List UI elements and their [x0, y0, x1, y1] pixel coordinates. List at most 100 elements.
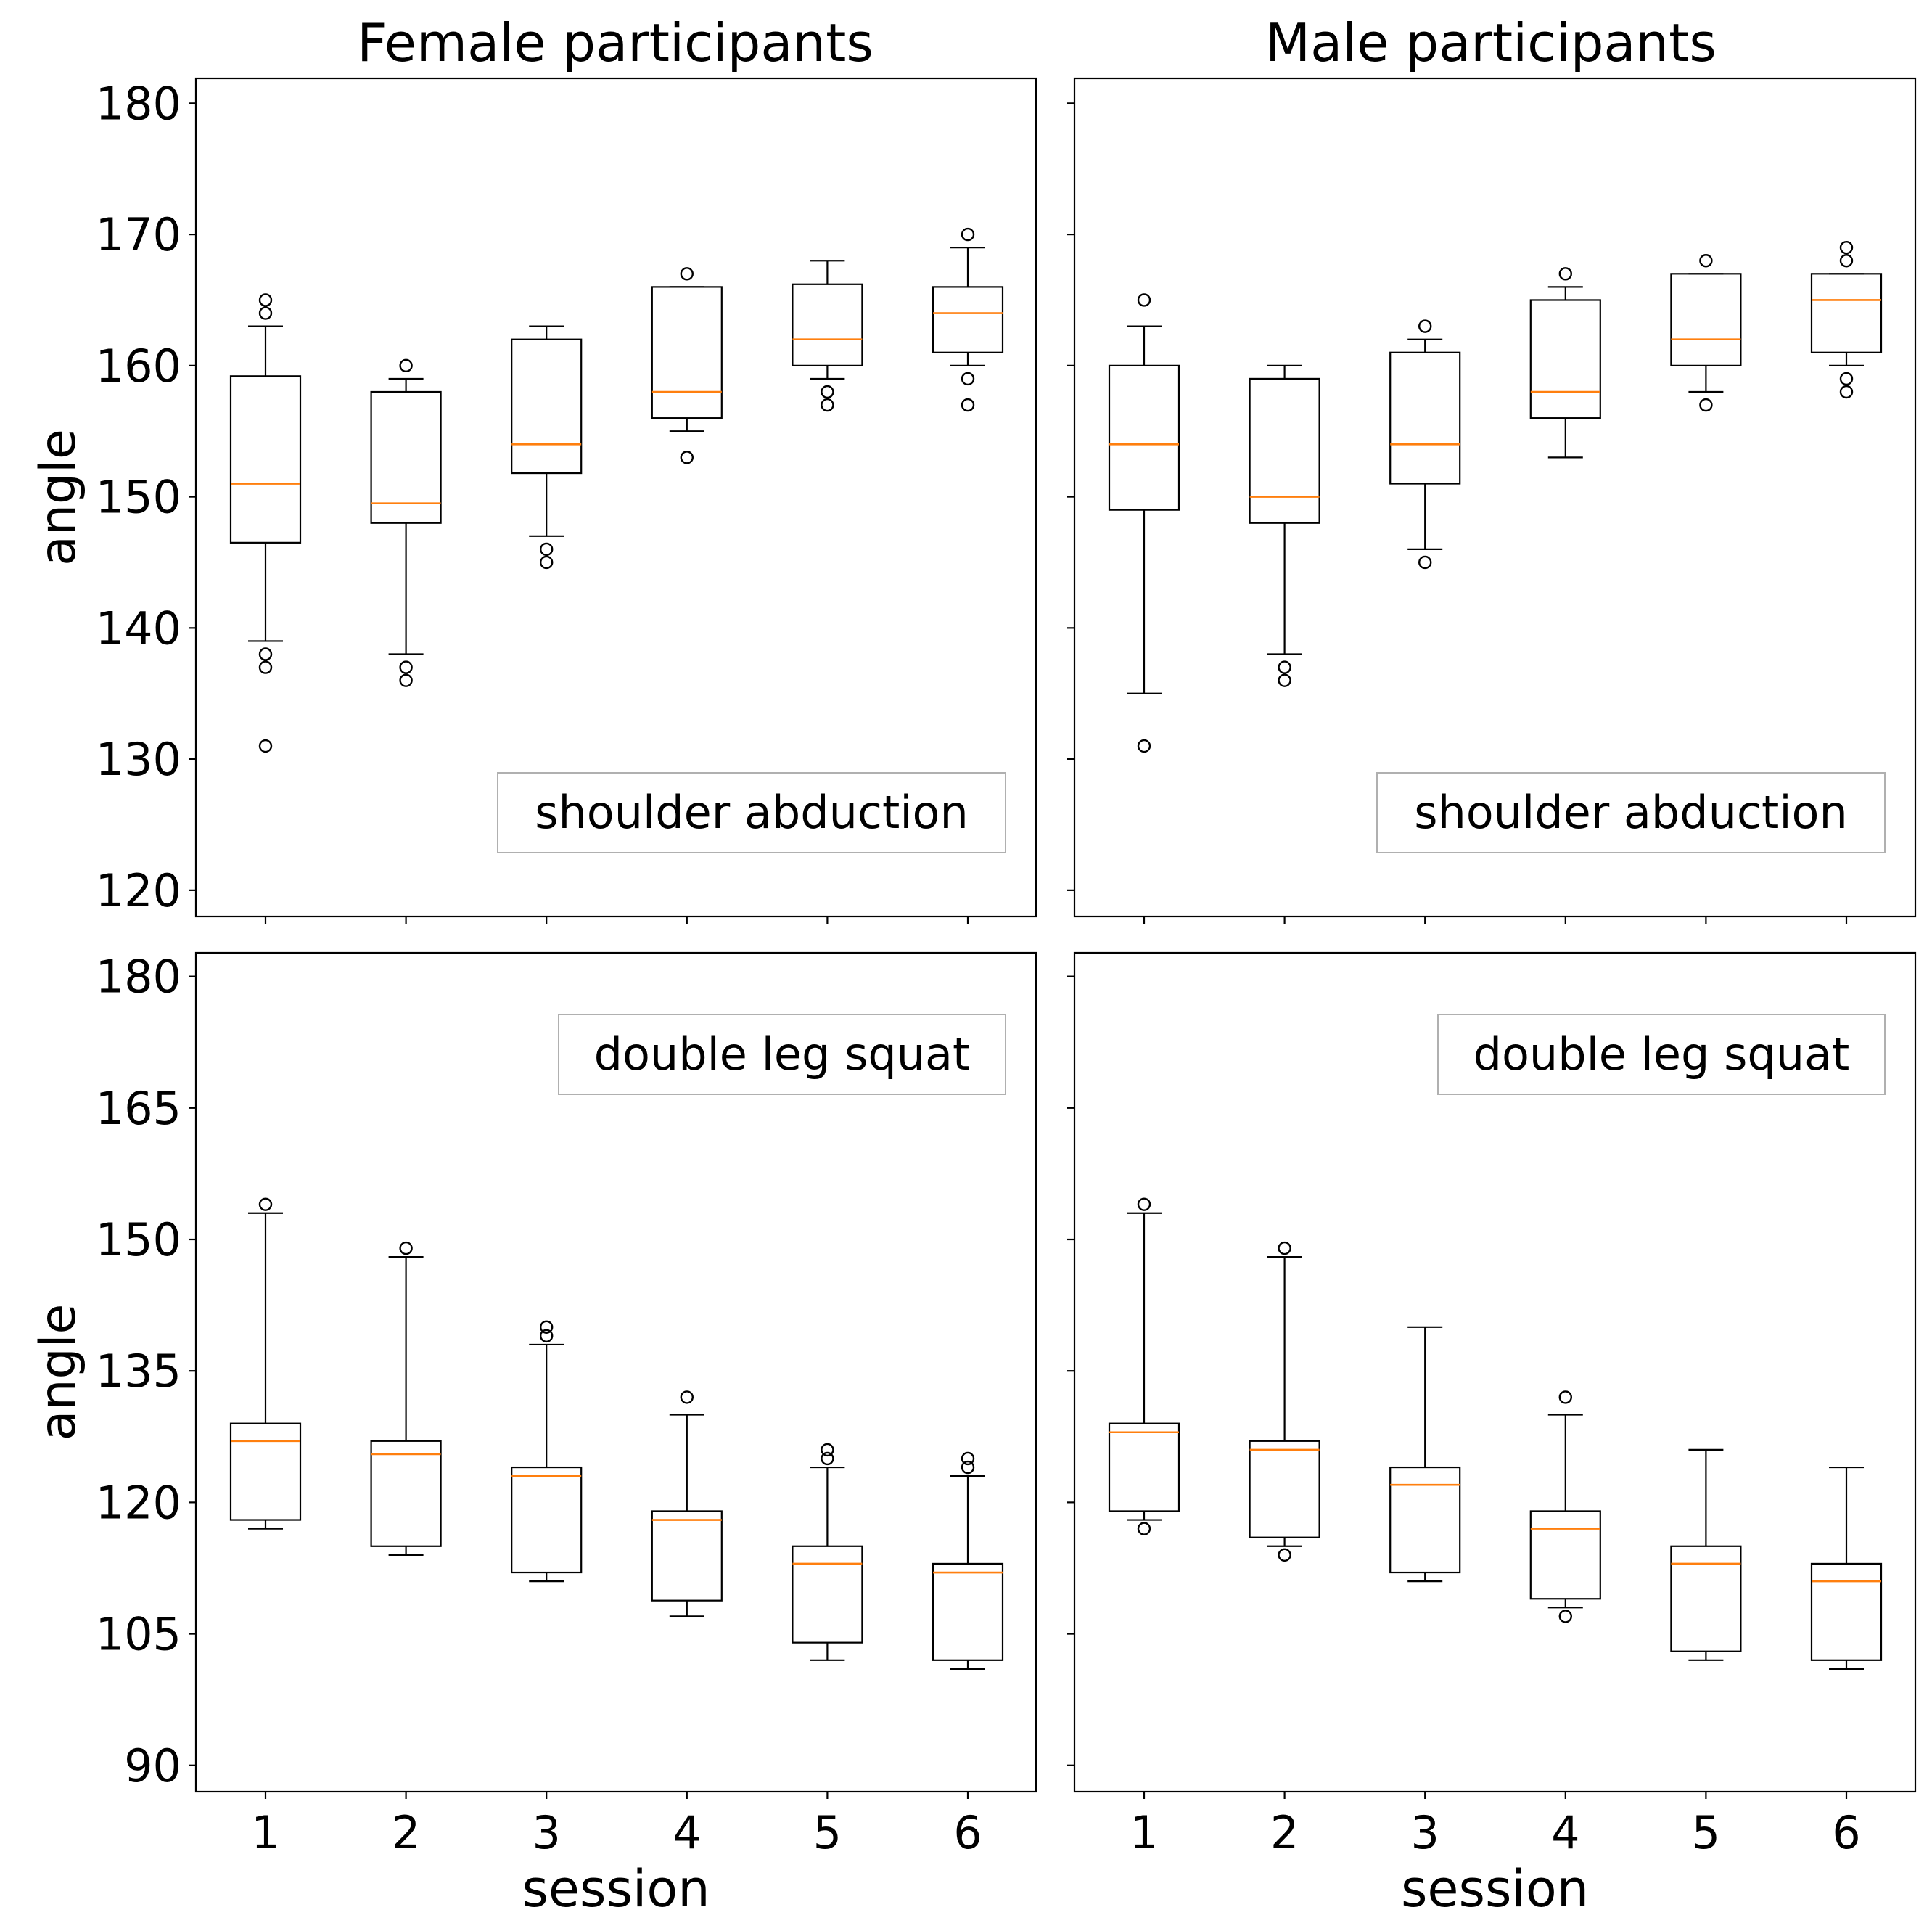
x-tick-label: 5 [813, 1806, 842, 1859]
outlier-point [821, 385, 834, 399]
y-tick-label: 105 [96, 1608, 181, 1661]
outlier-point [399, 673, 413, 687]
outlier-point [1278, 673, 1291, 687]
iqr-box [1108, 1422, 1180, 1512]
y-axis-label: angle [30, 429, 87, 566]
annotation-text: shoulder abduction [535, 786, 969, 839]
outlier-point [1137, 739, 1151, 753]
x-tick-label: 4 [673, 1806, 701, 1859]
outlier-point [1418, 319, 1432, 333]
annotation-box [497, 772, 1006, 853]
y-tick-label: 120 [96, 864, 181, 917]
outlier-point [1137, 1522, 1151, 1535]
subplot-shoulder-abduction-female: 120 130 140 150 160 170 180 angle shoulder abduc… [30, 77, 1037, 924]
annotation-text: double leg squat [1473, 1028, 1850, 1081]
x-tick-label: 4 [1551, 1806, 1579, 1859]
subplot-shoulder-abduction-male: shoulder abduction [1067, 77, 1917, 924]
iqr-box [1389, 1466, 1461, 1574]
y-tick-label: 135 [96, 1345, 181, 1398]
box-session-6 [932, 1451, 1004, 1670]
x-tick-label: 2 [1270, 1806, 1299, 1859]
box-session-3 [511, 325, 583, 570]
outlier-point [961, 1451, 975, 1466]
outlier-point [258, 293, 273, 307]
outlier-point [1418, 555, 1432, 570]
outlier-point [1558, 1390, 1573, 1404]
annotation-text: double leg squat [594, 1028, 971, 1081]
outlier-point [961, 398, 975, 412]
outlier-point [821, 1443, 834, 1457]
y-tick-label: 170 [96, 208, 181, 261]
box-session-2 [370, 358, 442, 687]
y-tick-label: 160 [96, 340, 181, 393]
y-axis-label: angle [30, 1304, 87, 1441]
iqr-box [1529, 299, 1601, 419]
x-tick-label: 3 [532, 1806, 560, 1859]
box-session-1 [229, 1197, 302, 1530]
outlier-point [540, 542, 554, 557]
outlier-point [1278, 1548, 1291, 1562]
outlier-point [1839, 385, 1854, 399]
box-session-6 [1810, 240, 1883, 399]
iqr-box [370, 1440, 442, 1547]
box-session-5 [1670, 1448, 1742, 1661]
box-session-4 [651, 267, 723, 464]
outlier-point [1278, 1241, 1291, 1255]
iqr-box [932, 286, 1004, 353]
outlier-point [540, 1320, 554, 1334]
box-session-1 [229, 293, 302, 753]
outlier-point [1558, 1610, 1573, 1623]
column-title-female: Female participants [357, 12, 873, 73]
box-session-6 [932, 227, 1004, 412]
iqr-box [370, 390, 442, 524]
outlier-point [1137, 1197, 1151, 1211]
iqr-box [511, 338, 583, 475]
outlier-point [1839, 254, 1854, 268]
iqr-box [1810, 1562, 1883, 1661]
iqr-box [1249, 377, 1320, 524]
outlier-point [961, 227, 975, 242]
outlier-point [821, 1451, 834, 1466]
x-tick-label: 1 [1130, 1806, 1158, 1859]
annotation-box [1437, 1014, 1886, 1095]
iqr-box [932, 1562, 1004, 1661]
outlier-point [1278, 660, 1291, 674]
column-title-male: Male participants [1265, 12, 1717, 73]
iqr-box [511, 1466, 583, 1574]
iqr-box [229, 375, 302, 544]
outlier-point [1699, 254, 1713, 268]
y-tick-label: 120 [96, 1476, 181, 1529]
x-axis-label: session [1401, 1859, 1589, 1919]
y-tick-label: 90 [124, 1739, 181, 1792]
box-session-3 [1389, 1326, 1461, 1583]
box-session-4 [651, 1390, 723, 1617]
outlier-point [1137, 293, 1151, 307]
x-tick-label: 6 [953, 1806, 982, 1859]
outlier-point [821, 398, 834, 412]
box-session-2 [370, 1241, 442, 1556]
outlier-point [399, 358, 413, 373]
box-session-4 [1529, 1390, 1601, 1623]
y-tick-label: 140 [96, 602, 181, 655]
x-tick-label: 5 [1692, 1806, 1720, 1859]
outlier-point [680, 267, 694, 281]
y-tick-label: 130 [96, 733, 181, 786]
box-session-2 [1249, 364, 1320, 687]
x-tick-label: 1 [251, 1806, 279, 1859]
outlier-point [540, 1329, 554, 1343]
annotation-text: shoulder abduction [1414, 786, 1848, 839]
outlier-point [1839, 240, 1854, 255]
x-axis-label: session [522, 1859, 710, 1919]
box-session-2 [1249, 1241, 1320, 1562]
box-session-5 [792, 260, 863, 412]
y-tick-label: 165 [96, 1082, 181, 1135]
iqr-box [792, 1545, 863, 1644]
x-tick-label: 6 [1832, 1806, 1860, 1859]
outlier-point [399, 660, 413, 674]
outlier-point [258, 739, 273, 753]
iqr-box [651, 1510, 723, 1602]
box-session-1 [1108, 1197, 1180, 1535]
box-session-6 [1810, 1466, 1883, 1670]
subplot-double-leg-squat-male: 1 2 3 4 5 6 session double leg squat [1067, 951, 1917, 1919]
